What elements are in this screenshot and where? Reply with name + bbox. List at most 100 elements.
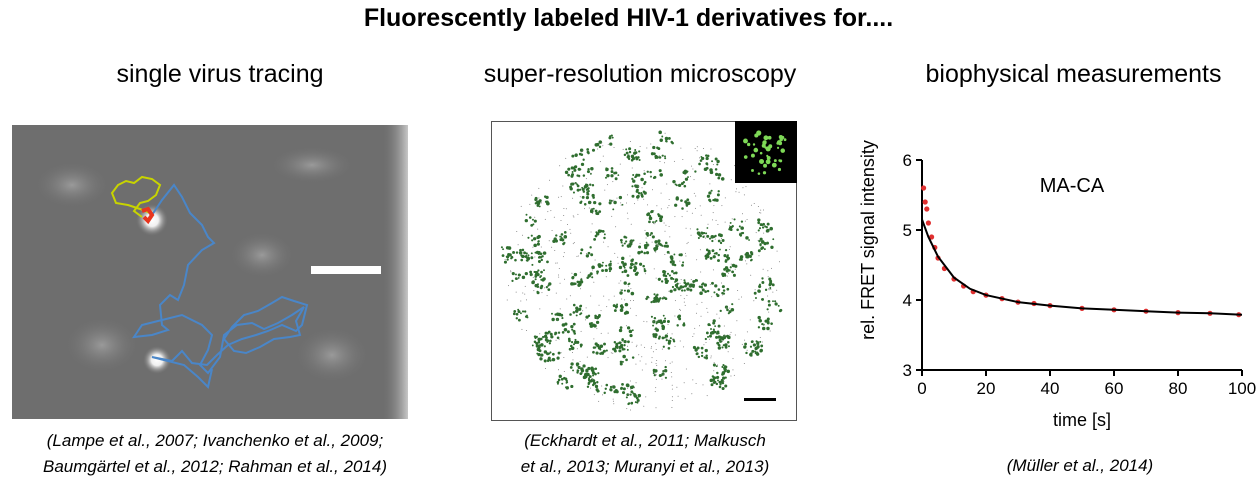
cluster-dot (729, 266, 732, 269)
background-dot (621, 298, 623, 300)
cluster-dot (709, 256, 713, 260)
background-dot (617, 262, 619, 264)
x-tick-label: 80 (1169, 379, 1188, 398)
cluster-dot (554, 333, 557, 336)
background-dot (658, 155, 660, 157)
cluster-dot (621, 383, 624, 386)
background-dot (718, 326, 720, 328)
cluster-dot (583, 375, 586, 378)
cluster-dot (650, 209, 654, 214)
background-dot (626, 212, 628, 214)
cluster-dot (672, 338, 675, 341)
background-dot (541, 292, 543, 294)
background-dot (549, 179, 551, 181)
background-dot (506, 299, 508, 301)
cluster-dot (532, 223, 535, 226)
cluster-dot (536, 291, 540, 295)
cluster-dot (668, 274, 671, 277)
cluster-dot (672, 179, 676, 184)
background-dot (654, 372, 656, 374)
background-dot (669, 253, 671, 255)
cluster-dot (756, 341, 760, 345)
cluster-dot (682, 322, 686, 325)
background-dot (602, 155, 604, 157)
cluster-dot (621, 360, 624, 363)
background-dot (690, 278, 692, 280)
cluster-dot (577, 365, 581, 370)
inset-image (735, 121, 797, 183)
cluster-dot (526, 259, 529, 262)
background-dot (588, 207, 590, 209)
background-dot (712, 212, 714, 214)
background-dot (759, 212, 761, 214)
cluster-dot (731, 303, 734, 306)
cluster-dot (761, 298, 763, 301)
cluster-dot (638, 150, 641, 153)
cluster-dot (582, 174, 586, 177)
cluster-dots (500, 130, 783, 411)
cluster-dot (662, 273, 666, 277)
background-dot (746, 331, 748, 333)
cluster-dot (621, 203, 624, 206)
background-dot (596, 328, 598, 330)
background-dot (668, 290, 670, 292)
cluster-dot (610, 199, 613, 202)
cluster-dot (700, 285, 704, 289)
cluster-dot (570, 174, 574, 178)
cluster-dot (650, 231, 653, 235)
cluster-dot (634, 401, 637, 404)
background-dot (702, 384, 704, 386)
cluster-dot (719, 383, 722, 386)
background-dot (632, 299, 634, 301)
cluster-dot (714, 234, 717, 238)
background-dot (713, 362, 715, 364)
background-dot (628, 285, 630, 287)
background-dot (726, 307, 728, 309)
cluster-dot (530, 234, 533, 237)
cluster-dot (539, 286, 543, 290)
background-dot (778, 261, 780, 263)
background-dot (651, 189, 653, 191)
cluster-dot (589, 172, 592, 175)
cluster-dot (600, 264, 604, 267)
background-dot (767, 276, 769, 278)
cluster-dot (702, 235, 705, 238)
background-dot (540, 246, 542, 248)
cluster-dot (658, 374, 662, 378)
cluster-dot (637, 192, 641, 195)
cluster-dot (598, 140, 603, 144)
cluster-dot (573, 272, 578, 277)
cluster-dot (501, 254, 505, 258)
cluster-dot (706, 234, 710, 238)
cluster-dot (609, 388, 613, 392)
background-dot (652, 320, 654, 322)
background-dot (565, 208, 567, 210)
cluster-dot (512, 251, 516, 254)
cluster-dot (586, 276, 589, 280)
cluster-dot (584, 183, 589, 188)
cluster-dot (635, 189, 639, 193)
background-dot (721, 341, 723, 343)
cluster-dot (543, 359, 547, 363)
cluster-dot (667, 346, 671, 350)
inset-dot (743, 138, 748, 144)
background-dot (767, 295, 769, 297)
background-dot (629, 141, 631, 143)
background-dot (563, 252, 565, 254)
background-dot (627, 387, 629, 389)
background-dot (713, 370, 715, 372)
cluster-dot (570, 362, 574, 366)
cluster-dot (717, 253, 720, 257)
cluster-dot (592, 374, 595, 377)
cluster-dot (579, 148, 584, 152)
cluster-dot (578, 280, 582, 285)
cluster-dot (634, 272, 639, 276)
cluster-dot (595, 351, 599, 355)
cluster-dot (636, 401, 639, 404)
background-dot (515, 291, 517, 293)
cluster-dot (664, 317, 667, 320)
background-dot (731, 218, 733, 220)
cluster-dot (596, 270, 599, 274)
cluster-dot (503, 260, 507, 264)
x-tick-label: 100 (1228, 379, 1256, 398)
